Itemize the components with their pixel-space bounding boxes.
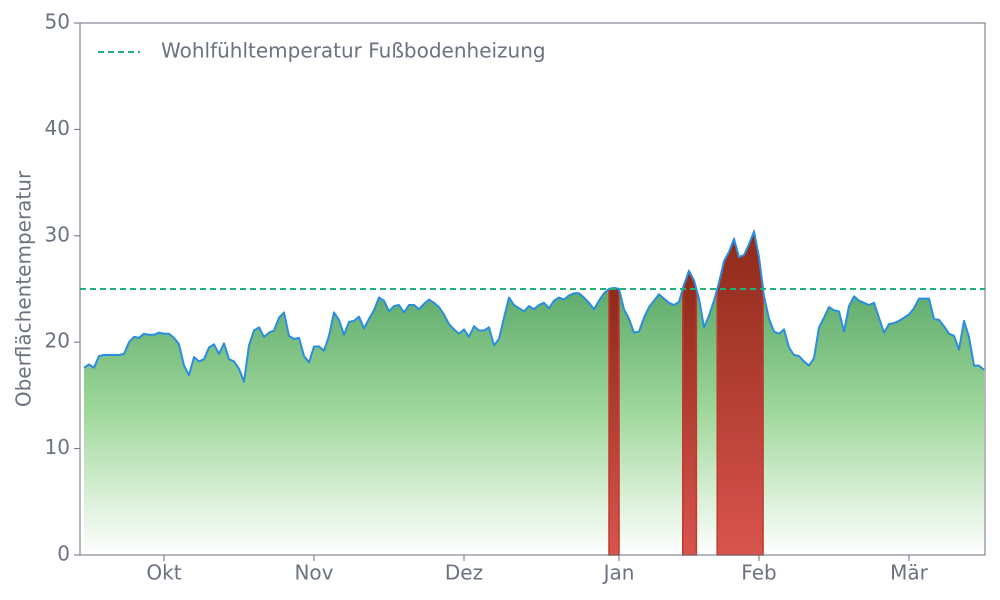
x-tick-label: Jan [602,561,635,585]
y-tick-label: 30 [45,222,70,246]
line [83,230,985,383]
area-fill [84,231,984,555]
above-threshold-fill [681,269,698,556]
above-threshold-fill [608,287,620,556]
legend-label: Wohlfühltemperatur Fußbodenheizung [161,39,546,63]
y-tick-label: 0 [57,542,70,566]
above-threshold-fill [716,228,764,556]
y-tick-label: 10 [45,435,70,459]
x-tick-label: Feb [741,561,776,585]
x-tick-label: Mär [890,561,929,585]
plot-frame [79,22,986,556]
y-axis-label: Oberflächentemperatur [12,170,36,407]
x-tick-label: Dez [445,561,483,585]
x-tick-label: Nov [294,561,333,585]
y-tick-label: 40 [45,116,70,140]
y-tick-label: 20 [45,329,70,353]
y-tick-label: 50 [45,10,70,34]
x-tick-label: Okt [146,561,181,585]
